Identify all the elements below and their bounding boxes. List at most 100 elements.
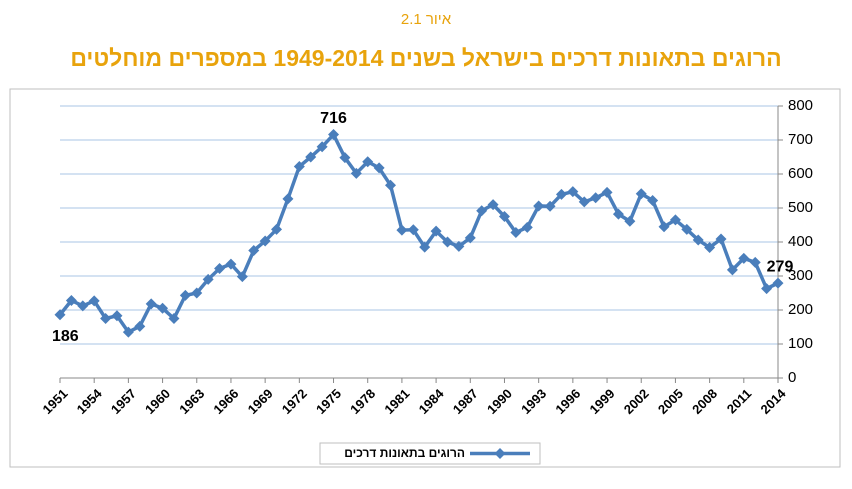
data-point: [704, 241, 716, 253]
data-point: [305, 151, 317, 163]
data-point: [271, 223, 283, 235]
data-point: [681, 223, 693, 235]
data-point: [567, 186, 579, 198]
x-tick-label: 1981: [381, 386, 412, 417]
legend-box: [319, 442, 541, 465]
data-point: [590, 192, 602, 204]
data-point: [111, 310, 123, 322]
data-point: [316, 141, 328, 153]
x-tick-label: 1966: [210, 386, 241, 417]
data-point: [396, 224, 408, 236]
data-point: [476, 205, 488, 217]
data-point: [430, 225, 442, 237]
data-point: [157, 302, 169, 314]
x-tick-label: 1960: [142, 386, 173, 417]
data-point: [601, 186, 613, 198]
x-tick-label: 2008: [689, 386, 720, 417]
data-point: [350, 167, 362, 179]
x-tick-label: 2002: [621, 386, 652, 417]
data-point: [510, 226, 522, 238]
data-point: [100, 313, 112, 324]
data-point: [362, 156, 374, 168]
data-point: [236, 271, 248, 283]
data-point: [635, 188, 647, 200]
data-point: [738, 252, 750, 264]
y-tick-label: 400: [788, 233, 813, 250]
data-label: 279: [767, 258, 794, 275]
x-tick-label: 1969: [245, 386, 276, 417]
data-label: 716: [320, 110, 347, 127]
x-tick-label: 1975: [313, 386, 344, 417]
chart-title: הרוגים בתאונות דרכים בישראל בשנים 1949-2…: [70, 45, 781, 71]
data-point: [669, 214, 681, 226]
x-tick-label: 2005: [655, 386, 686, 417]
data-point: [464, 232, 476, 244]
data-point: [191, 287, 203, 299]
data-point: [647, 195, 659, 207]
y-tick-label: 800: [788, 97, 813, 114]
data-point: [179, 289, 191, 301]
data-point: [487, 199, 499, 211]
data-point: [214, 263, 226, 275]
x-tick-label: 1999: [587, 386, 618, 417]
data-point: [328, 129, 340, 141]
data-point: [145, 298, 157, 310]
y-tick-label: 500: [788, 199, 813, 216]
x-tick-label: 1972: [279, 386, 310, 417]
data-point: [555, 188, 567, 200]
x-tick-label: 1987: [450, 386, 481, 417]
legend-marker: [494, 448, 506, 459]
data-point: [339, 152, 351, 164]
data-point: [715, 233, 727, 245]
data-point: [521, 221, 533, 233]
data-point: [225, 258, 237, 270]
x-tick-label: 1978: [347, 386, 378, 417]
data-point: [385, 179, 397, 191]
data-point: [658, 221, 670, 233]
data-point: [612, 208, 624, 220]
data-point: [248, 245, 260, 256]
data-point: [282, 193, 294, 205]
data-point: [373, 162, 385, 174]
data-point: [624, 215, 636, 227]
data-point: [761, 283, 773, 295]
y-tick-label: 100: [788, 335, 813, 352]
data-label: 186: [52, 328, 79, 345]
data-point: [407, 224, 419, 236]
data-point: [772, 277, 784, 289]
data-point: [453, 240, 465, 252]
x-tick-label: 1984: [416, 385, 448, 417]
data-point: [419, 241, 431, 253]
data-point: [441, 236, 453, 248]
x-tick-label: 1996: [552, 386, 583, 417]
y-tick-label: 0: [788, 369, 796, 386]
y-tick-label: 700: [788, 131, 813, 148]
y-tick-label: 300: [788, 267, 813, 284]
data-point: [544, 200, 556, 212]
data-point: [749, 256, 761, 268]
data-point: [692, 234, 704, 246]
x-tick-label: 1954: [74, 385, 106, 417]
x-tick-label: 1963: [176, 386, 207, 417]
data-point: [65, 294, 77, 306]
data-point: [259, 235, 271, 247]
data-point: [122, 326, 134, 338]
data-point: [293, 161, 305, 173]
data-point: [726, 264, 738, 276]
x-tick-label: 1993: [518, 386, 549, 417]
legend-label: הרוגים בתאונות דרכים: [344, 446, 465, 460]
data-point: [202, 273, 214, 285]
data-point: [533, 200, 545, 212]
series-line: [58, 131, 779, 335]
x-tick-label: 1990: [484, 386, 515, 417]
data-point: [88, 295, 100, 307]
y-tick-label: 600: [788, 165, 813, 182]
data-point: [498, 211, 510, 222]
data-point: [168, 313, 180, 324]
figure-label: איור 2.1: [401, 11, 452, 28]
data-point: [134, 320, 146, 332]
x-tick-label: 1951: [39, 386, 70, 417]
data-point: [77, 300, 89, 312]
y-tick-label: 200: [788, 301, 813, 318]
